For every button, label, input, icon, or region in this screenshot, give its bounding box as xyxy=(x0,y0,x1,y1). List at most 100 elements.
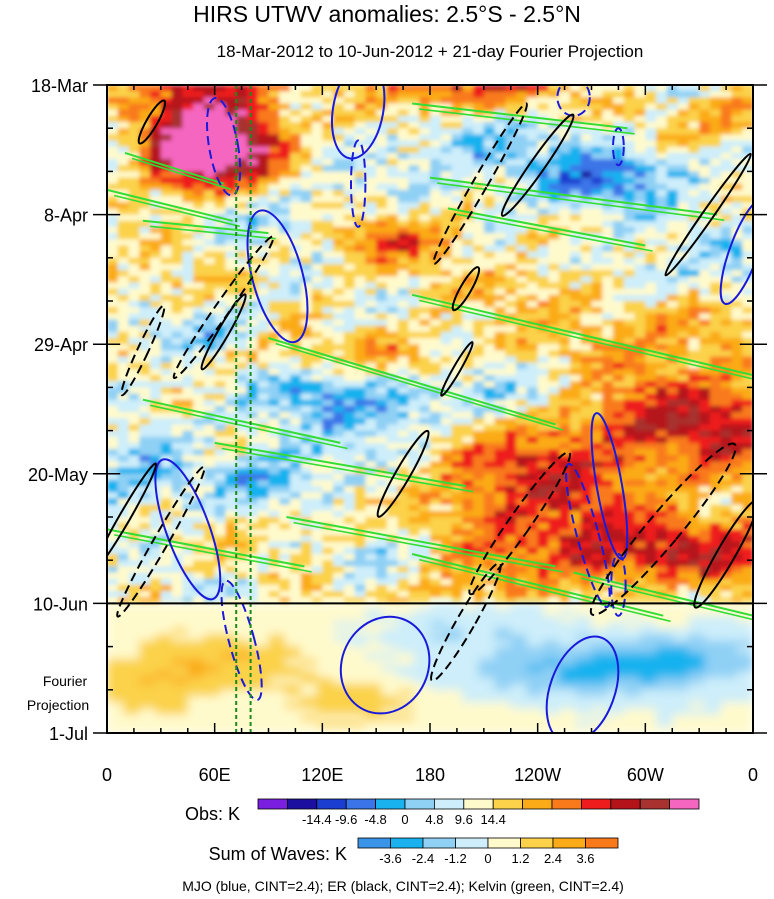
heatmap-cell xyxy=(473,288,485,296)
heatmap-cell xyxy=(376,313,388,321)
heatmap-cell xyxy=(699,276,711,284)
heatmap-cell xyxy=(699,307,711,314)
heatmap-cell xyxy=(107,270,119,277)
heatmap-cell xyxy=(505,560,517,567)
heatmap-cell xyxy=(214,436,227,444)
heatmap-cell xyxy=(343,165,356,172)
heatmap-cell xyxy=(580,301,593,308)
heatmap-cell xyxy=(193,301,205,308)
heatmap-cell xyxy=(214,535,227,543)
heatmap-cell xyxy=(462,467,474,475)
heatmap-cell xyxy=(494,313,506,321)
heatmap-cell xyxy=(720,399,733,407)
heatmap-cell xyxy=(440,276,453,284)
heatmap-cell xyxy=(494,294,506,302)
heatmap-cell xyxy=(150,313,162,321)
heatmap-cell xyxy=(473,313,485,321)
heatmap-cell xyxy=(311,375,323,382)
heatmap-cell xyxy=(300,183,313,191)
heatmap-cell xyxy=(343,350,356,358)
heatmap-cell xyxy=(623,455,636,463)
heatmap-cell xyxy=(182,350,194,358)
heatmap-cell xyxy=(634,183,646,191)
heatmap-cell xyxy=(462,442,474,450)
heatmap-cell xyxy=(246,560,259,567)
heatmap-cell xyxy=(365,109,377,117)
heatmap-cell xyxy=(559,479,571,487)
heatmap-cell xyxy=(300,566,313,574)
heatmap-cell xyxy=(311,473,323,481)
heatmap-cell xyxy=(376,578,388,586)
heatmap-cell xyxy=(526,122,539,129)
heatmap-cell xyxy=(419,424,431,432)
heatmap-cell xyxy=(656,263,668,271)
heatmap-cell xyxy=(214,554,227,561)
heatmap-cell xyxy=(613,560,625,567)
heatmap-cell xyxy=(343,313,356,321)
heatmap-cell xyxy=(505,492,517,500)
heatmap-cell xyxy=(107,319,119,327)
heatmap-cell xyxy=(602,282,614,290)
heatmap-cell xyxy=(333,196,345,203)
heatmap-cell xyxy=(580,344,593,351)
heatmap-cell xyxy=(365,375,377,382)
heatmap-cell xyxy=(397,239,410,247)
heatmap-cell xyxy=(699,554,711,561)
heatmap-cell xyxy=(257,584,270,592)
heatmap-cell xyxy=(193,294,205,302)
heatmap-cell xyxy=(117,245,130,253)
heatmap-cell xyxy=(742,498,753,506)
heatmap-cell xyxy=(160,356,173,364)
heatmap-cell xyxy=(473,560,485,567)
heatmap-cell xyxy=(203,529,216,537)
heatmap-cell xyxy=(602,455,614,463)
heatmap-cell xyxy=(193,560,205,567)
heatmap-cell xyxy=(699,245,711,253)
heatmap-cell xyxy=(569,115,582,123)
heatmap-cell xyxy=(742,424,753,432)
heatmap-cell xyxy=(257,510,270,518)
heatmap-cell xyxy=(440,325,453,333)
heatmap-cell xyxy=(290,393,302,401)
heatmap-cell xyxy=(656,547,668,555)
heatmap-cell xyxy=(591,165,603,172)
heatmap-cell xyxy=(333,350,345,358)
heatmap-cell xyxy=(322,239,334,247)
heatmap-cell xyxy=(580,134,593,142)
heatmap-cell xyxy=(290,455,302,463)
heatmap-cell xyxy=(516,214,528,222)
heatmap-cell xyxy=(623,473,636,481)
heatmap-cell xyxy=(548,362,560,370)
heatmap-cell xyxy=(494,208,506,216)
heatmap-cell xyxy=(107,560,119,567)
heatmap-cell xyxy=(214,442,227,450)
heatmap-cell xyxy=(559,572,571,580)
heatmap-cell xyxy=(268,91,280,98)
heatmap-cell xyxy=(203,578,216,586)
heatmap-cell xyxy=(613,498,625,506)
heatmap-cell xyxy=(677,134,689,142)
heatmap-cell xyxy=(182,288,194,296)
heatmap-cell xyxy=(343,418,356,426)
heatmap-cell xyxy=(386,350,399,358)
heatmap-cell xyxy=(354,257,366,265)
heatmap-cell xyxy=(483,134,496,142)
heatmap-cell xyxy=(666,140,679,148)
heatmap-cell xyxy=(580,541,593,549)
heatmap-cell xyxy=(193,91,205,98)
heatmap-cell xyxy=(688,152,700,160)
heatmap-cell xyxy=(462,479,474,487)
heatmap-cell xyxy=(623,196,636,203)
heatmap-cell xyxy=(246,523,259,530)
heatmap-cell xyxy=(526,128,539,135)
heatmap-cell xyxy=(408,449,420,456)
heatmap-cell xyxy=(645,418,657,426)
heatmap-cell xyxy=(742,405,753,413)
heatmap-cell xyxy=(666,547,679,555)
heatmap-cell xyxy=(246,91,259,98)
heatmap-cell xyxy=(537,584,550,592)
heatmap-cell xyxy=(548,313,560,321)
heatmap-cell xyxy=(645,152,657,160)
heatmap-cell xyxy=(731,449,743,456)
heatmap-cell xyxy=(677,282,689,290)
